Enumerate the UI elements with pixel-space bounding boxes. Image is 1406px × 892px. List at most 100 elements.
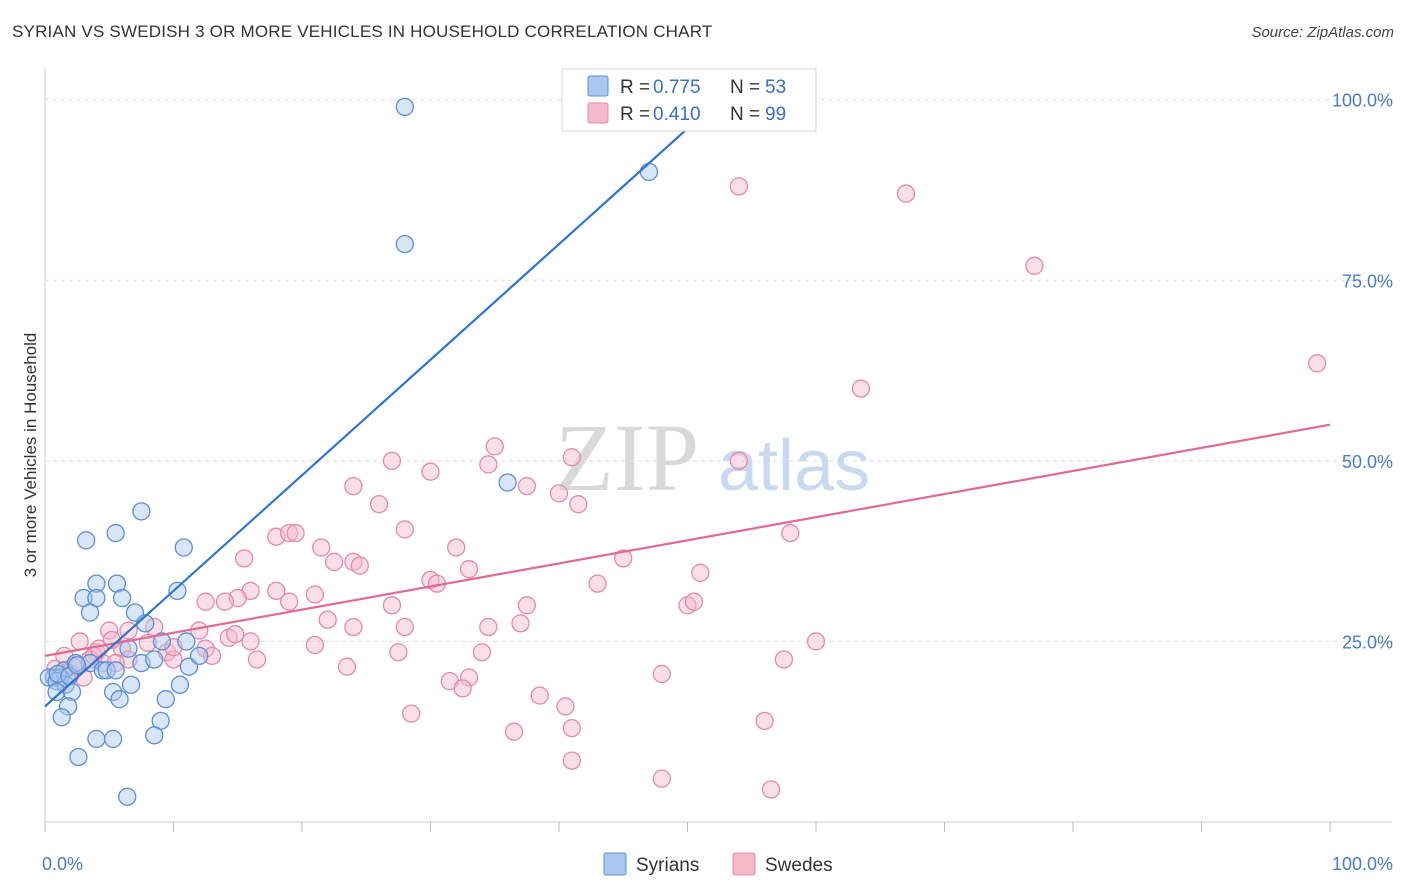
- swedes-point: [382, 596, 402, 615]
- swedes-point: [241, 632, 260, 651]
- syrians-point: [156, 690, 175, 709]
- swedes-point: [459, 560, 479, 579]
- swedes-point: [196, 639, 215, 658]
- swedes-point: [569, 495, 588, 514]
- swedes-point: [479, 455, 498, 474]
- swedes-point: [896, 184, 916, 203]
- axes: [44, 68, 1392, 832]
- swedes-point: [235, 549, 254, 568]
- swedes-point: [691, 563, 710, 582]
- syrians-point: [132, 502, 151, 521]
- swedes-point: [70, 632, 89, 651]
- syrians-point: [47, 682, 66, 702]
- swedes-point: [549, 484, 569, 503]
- syrians-point: [87, 729, 106, 749]
- syrians-r-value: 0.775: [653, 77, 701, 98]
- swedes-point: [729, 451, 749, 470]
- swedes-point: [215, 592, 235, 611]
- syrians-point: [69, 747, 88, 767]
- swedes-point: [267, 581, 286, 601]
- tick-labels: 25.0% 50.0% 75.0% 100.0% 0.0% 100.0%: [42, 91, 1393, 874]
- swedes-point: [459, 668, 479, 687]
- swedes-point: [226, 625, 245, 644]
- syrians-point: [103, 682, 123, 702]
- syrians-point: [67, 656, 87, 675]
- swedes-point: [402, 704, 421, 723]
- swedes-point: [511, 614, 530, 633]
- swedes-point: [761, 780, 781, 799]
- swedes-r-value: 0.410: [653, 104, 701, 125]
- syrians-point: [152, 632, 172, 651]
- swedes-point: [312, 538, 331, 557]
- swedes-point: [684, 592, 704, 611]
- syrians-point: [170, 675, 190, 694]
- swedes-point: [781, 523, 800, 543]
- swedes-point: [447, 538, 466, 557]
- syrians-point: [177, 632, 196, 651]
- y-tick-label: 50.0%: [1342, 452, 1393, 472]
- swedes-point: [517, 596, 537, 615]
- legend-syrians-label: Syrians: [636, 855, 699, 876]
- swedes-n-label: N =: [730, 104, 760, 125]
- swedes-point: [562, 751, 581, 770]
- swedes-point: [1308, 354, 1327, 373]
- syrians-point: [145, 650, 164, 669]
- syrians-trend-line: [44, 127, 689, 708]
- swedes-point: [395, 617, 414, 637]
- swedes-point: [395, 520, 414, 539]
- syrians-point: [121, 675, 141, 694]
- swedes-trend-line: [44, 423, 1331, 657]
- syrians-r-label: R =: [620, 77, 650, 98]
- swedes-point: [318, 610, 337, 629]
- swedes-point: [369, 495, 389, 514]
- syrians-point: [110, 690, 129, 709]
- swedes-point: [472, 643, 492, 662]
- swedes-point: [279, 523, 299, 543]
- swedes-point: [504, 722, 524, 741]
- syrians-point: [93, 661, 112, 680]
- swedes-n-value: 99: [765, 104, 786, 125]
- swedes-point: [453, 679, 472, 698]
- syrians-series: [39, 97, 659, 806]
- swedes-point: [344, 617, 363, 637]
- syrians-point: [498, 473, 517, 492]
- syrians-point: [174, 538, 193, 557]
- legend-swedes-swatch: [732, 852, 756, 876]
- swedes-point: [1025, 256, 1044, 275]
- gridlines: [45, 99, 1392, 642]
- watermark-zip: ZIP: [555, 404, 699, 511]
- swedes-point: [389, 643, 408, 662]
- y-tick-label: 75.0%: [1342, 271, 1393, 291]
- syrians-point: [639, 162, 659, 182]
- swedes-swatch: [587, 102, 609, 124]
- trend-lines: [44, 127, 1331, 708]
- syrians-point: [80, 603, 100, 622]
- syrians-point: [106, 661, 125, 680]
- legend-syrians-swatch: [603, 852, 627, 876]
- swedes-point: [556, 697, 575, 716]
- swedes-point: [729, 177, 749, 196]
- series-legend: Syrians Swedes: [603, 852, 833, 876]
- chart-source: Source: ZipAtlas.com: [1251, 24, 1394, 41]
- swedes-point: [247, 650, 267, 669]
- syrians-point: [106, 523, 125, 543]
- swedes-point: [562, 718, 581, 738]
- swedes-r-label: R =: [620, 104, 650, 125]
- swedes-point: [344, 476, 363, 496]
- x-tick-label: 100.0%: [1332, 854, 1393, 874]
- swedes-point: [851, 379, 871, 398]
- swedes-point: [421, 462, 440, 481]
- syrians-n-value: 53: [765, 77, 786, 98]
- syrians-swatch: [587, 75, 609, 97]
- syrians-point: [395, 234, 414, 254]
- swedes-point: [286, 523, 305, 543]
- swedes-point: [485, 437, 504, 456]
- swedes-point: [517, 476, 537, 496]
- syrians-point: [58, 697, 78, 716]
- y-tick-label: 25.0%: [1342, 632, 1393, 652]
- swedes-point: [337, 657, 357, 676]
- swedes-point: [350, 556, 369, 575]
- swedes-point: [652, 769, 671, 788]
- x-tick-label: 0.0%: [42, 854, 83, 874]
- swedes-point: [196, 592, 215, 611]
